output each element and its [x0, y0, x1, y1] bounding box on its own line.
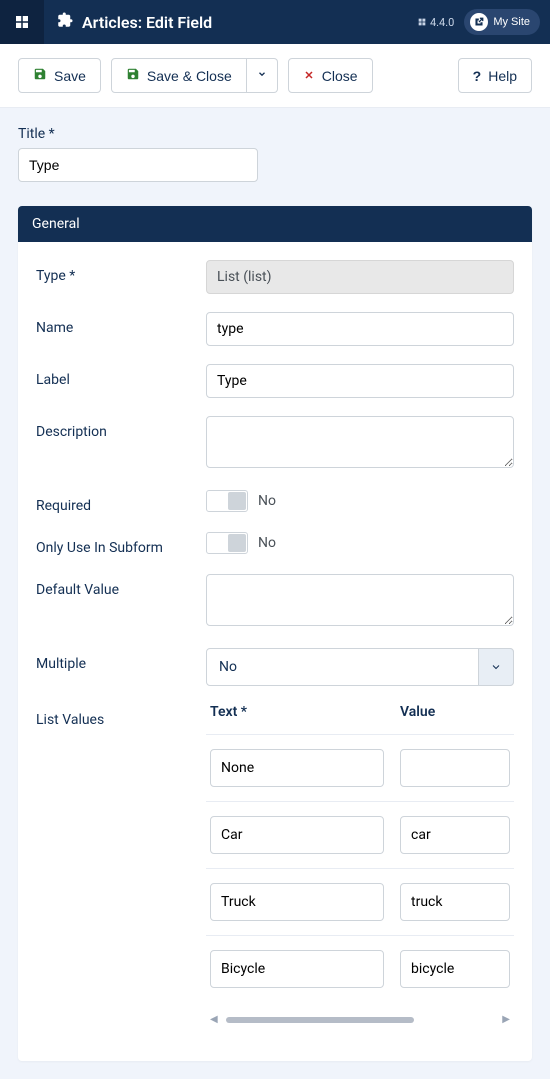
only-subform-state: No: [258, 535, 276, 551]
only-subform-label: Only Use In Subform: [36, 532, 206, 556]
required-label: Required: [36, 490, 206, 514]
label-input[interactable]: [206, 364, 514, 398]
name-label: Name: [36, 312, 206, 336]
content: Title * General Type * List (list) Name …: [0, 108, 550, 1079]
topbar: Articles: Edit Field 4.4.0 My Site: [0, 0, 550, 44]
save-button[interactable]: Save: [18, 58, 101, 93]
multiple-label: Multiple: [36, 648, 206, 672]
multiple-select[interactable]: No: [206, 648, 514, 686]
list-text-input[interactable]: [210, 816, 384, 854]
topbar-right: 4.4.0 My Site: [417, 9, 550, 35]
list-value-row: [206, 935, 514, 1002]
close-button[interactable]: Close: [288, 58, 373, 93]
scroll-right-icon: ▶: [502, 1014, 510, 1025]
general-panel: General Type * List (list) Name Label: [18, 206, 532, 1061]
list-text-input[interactable]: [210, 883, 384, 921]
list-value-input[interactable]: [400, 950, 510, 988]
page-title-bar: Articles: Edit Field: [44, 11, 417, 33]
list-value-input[interactable]: [400, 816, 510, 854]
list-text-input[interactable]: [210, 749, 384, 787]
close-icon: [303, 68, 315, 84]
scroll-left-icon: ◀: [210, 1014, 218, 1025]
only-subform-toggle[interactable]: [206, 532, 248, 554]
horizontal-scrollbar[interactable]: ◀ ▶: [206, 1014, 514, 1025]
default-value-textarea[interactable]: [206, 574, 514, 626]
save-close-dropdown[interactable]: [247, 58, 278, 93]
required-toggle[interactable]: [206, 490, 248, 512]
list-value-row: [206, 868, 514, 935]
save-close-group: Save & Close: [111, 58, 278, 93]
toolbar: Save Save & Close Close ? Help: [0, 44, 550, 108]
page-title: Articles: Edit Field: [82, 13, 212, 32]
list-text-header: Text *: [210, 704, 370, 720]
save-close-button[interactable]: Save & Close: [111, 58, 247, 93]
help-button[interactable]: ? Help: [458, 58, 532, 93]
list-value-input[interactable]: [400, 749, 510, 787]
panel-body: Type * List (list) Name Label Descriptio…: [18, 242, 532, 1061]
name-input[interactable]: [206, 312, 514, 346]
chevron-down-icon[interactable]: [478, 648, 514, 686]
mysite-button[interactable]: My Site: [464, 9, 540, 35]
save-icon: [33, 67, 47, 84]
list-values-wrap: Text * Value ◀ ▶: [206, 704, 514, 1025]
help-icon: ?: [473, 68, 482, 84]
type-field: List (list): [206, 260, 514, 294]
required-state: No: [258, 493, 276, 509]
list-text-input[interactable]: [210, 950, 384, 988]
description-label: Description: [36, 416, 206, 440]
version-badge: 4.4.0: [417, 16, 454, 29]
list-values-label: List Values: [36, 704, 206, 728]
list-value-row: [206, 801, 514, 868]
panel-header: General: [18, 206, 532, 242]
puzzle-icon: [56, 11, 74, 33]
save-icon: [126, 67, 140, 84]
list-value-row: [206, 734, 514, 801]
label-label: Label: [36, 364, 206, 388]
type-label: Type *: [36, 260, 206, 284]
chevron-down-icon: [257, 69, 267, 82]
description-textarea[interactable]: [206, 416, 514, 468]
list-value-header: Value: [400, 704, 510, 720]
title-input[interactable]: [18, 148, 258, 182]
joomla-logo[interactable]: [0, 0, 44, 44]
default-value-label: Default Value: [36, 574, 206, 598]
external-link-icon: [470, 13, 488, 31]
title-label: Title *: [18, 126, 532, 142]
list-value-input[interactable]: [400, 883, 510, 921]
